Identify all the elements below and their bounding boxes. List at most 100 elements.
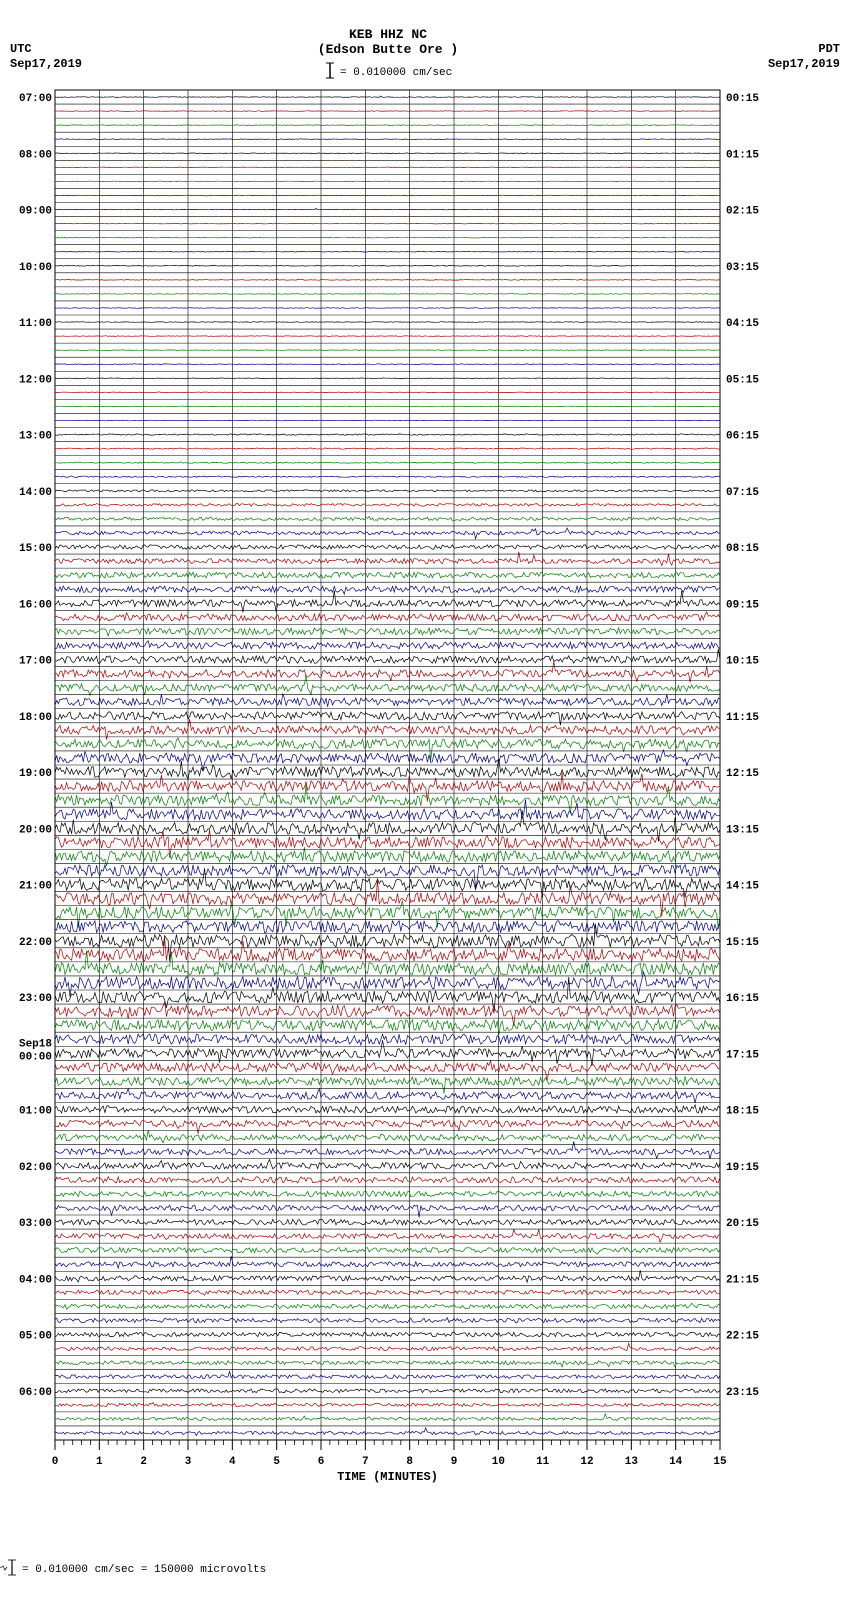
- left-time-label: 02:00: [19, 1162, 52, 1174]
- trace-row-72: [55, 1105, 720, 1113]
- trace-row-77: [55, 1177, 720, 1183]
- trace-row-8: [55, 209, 720, 210]
- trace-row-92: [55, 1389, 720, 1393]
- svg-text:Sep18: Sep18: [19, 1038, 52, 1050]
- svg-text:Sep17,2019: Sep17,2019: [768, 57, 840, 71]
- left-time-label: 11:00: [19, 318, 52, 330]
- trace-row-78: [55, 1191, 720, 1197]
- left-time-label: 04:00: [19, 1274, 52, 1286]
- right-time-label: 21:15: [726, 1274, 759, 1286]
- trace-row-91: [55, 1372, 720, 1379]
- trace-row-23: [55, 420, 720, 421]
- right-time-label: 03:15: [726, 262, 759, 274]
- right-time-label: 14:15: [726, 881, 759, 893]
- trace-row-35: [55, 586, 720, 594]
- trace-row-11: [55, 251, 720, 252]
- trace-row-29: [55, 504, 720, 507]
- trace-row-73: [55, 1120, 720, 1134]
- trace-row-26: [55, 462, 720, 464]
- left-time-label: 21:00: [19, 881, 52, 893]
- trace-row-21: [55, 392, 720, 393]
- right-time-label: 19:15: [726, 1162, 759, 1174]
- trace-row-31: [55, 528, 720, 539]
- svg-text:00:00: 00:00: [19, 1051, 52, 1063]
- trace-row-88: [55, 1332, 720, 1337]
- right-time-label: 05:15: [726, 374, 759, 386]
- trace-row-17: [55, 336, 720, 337]
- chart-title-1: KEB HHZ NC: [349, 27, 427, 42]
- svg-text:2: 2: [140, 1456, 147, 1468]
- trace-row-51: [55, 800, 720, 820]
- right-time-label: 07:15: [726, 487, 759, 499]
- right-time-label: 22:15: [726, 1331, 759, 1343]
- svg-text:5: 5: [273, 1456, 280, 1468]
- scale-marker-label: = 0.010000 cm/sec: [340, 67, 452, 79]
- seismic-traces: [55, 96, 720, 1436]
- right-time-label: 11:15: [726, 712, 759, 724]
- trace-row-81: [55, 1229, 720, 1242]
- trace-row-89: [55, 1343, 720, 1350]
- trace-row-93: [55, 1403, 720, 1407]
- trace-row-9: [55, 223, 720, 224]
- trace-row-5: [55, 167, 720, 168]
- svg-text:10: 10: [492, 1456, 505, 1468]
- trace-row-38: [55, 628, 720, 636]
- trace-row-55: [55, 865, 720, 888]
- svg-text:3: 3: [185, 1456, 192, 1468]
- left-time-label: 13:00: [19, 431, 52, 443]
- left-time-label: 01:00: [19, 1106, 52, 1118]
- trace-row-90: [55, 1361, 720, 1367]
- svg-text:14: 14: [669, 1456, 683, 1468]
- trace-row-84: [55, 1270, 720, 1282]
- svg-text:13: 13: [625, 1456, 639, 1468]
- trace-row-56: [55, 868, 720, 898]
- trace-row-79: [55, 1205, 720, 1218]
- left-time-label: 05:00: [19, 1331, 52, 1343]
- right-time-label: 04:15: [726, 318, 759, 330]
- left-time-label: 06:00: [19, 1387, 52, 1399]
- right-time-label: 08:15: [726, 543, 759, 555]
- left-time-label: 23:00: [19, 993, 52, 1005]
- left-time-label: 16:00: [19, 599, 52, 611]
- svg-text:Sep17,2019: Sep17,2019: [10, 57, 82, 71]
- trace-row-18: [55, 350, 720, 351]
- left-time-label: 15:00: [19, 543, 52, 555]
- seismogram-chart: KEB HHZ NC(Edson Butte Ore )= 0.010000 c…: [0, 0, 850, 1613]
- trace-row-40: [55, 649, 720, 664]
- trace-row-28: [55, 490, 720, 492]
- trace-row-16: [55, 322, 720, 323]
- trace-row-7: [55, 195, 720, 196]
- left-time-label: 14:00: [19, 487, 52, 499]
- trace-row-57: [55, 879, 720, 916]
- trace-row-62: [55, 951, 720, 976]
- right-time-label: 23:15: [726, 1387, 759, 1399]
- right-time-label: 10:15: [726, 656, 759, 668]
- svg-text:15: 15: [713, 1456, 727, 1468]
- trace-row-15: [55, 308, 720, 309]
- trace-row-71: [55, 1089, 720, 1103]
- left-time-label: 03:00: [19, 1218, 52, 1230]
- left-time-label: 17:00: [19, 656, 52, 668]
- trace-row-68: [55, 1040, 720, 1066]
- trace-row-39: [55, 641, 720, 649]
- svg-text:UTC: UTC: [10, 42, 32, 56]
- svg-text:1: 1: [96, 1456, 103, 1468]
- trace-row-83: [55, 1256, 720, 1268]
- trace-row-2: [55, 125, 720, 126]
- right-time-label: 06:15: [726, 431, 759, 443]
- right-time-label: 13:15: [726, 824, 759, 836]
- left-time-label: 10:00: [19, 262, 52, 274]
- right-time-label: 20:15: [726, 1218, 759, 1230]
- trace-row-41: [55, 662, 720, 683]
- trace-row-27: [55, 476, 720, 478]
- svg-text:11: 11: [536, 1456, 550, 1468]
- trace-row-42: [55, 674, 720, 695]
- trace-row-87: [55, 1318, 720, 1323]
- trace-row-94: [55, 1414, 720, 1421]
- left-time-label: 19:00: [19, 768, 52, 780]
- right-time-label: 09:15: [726, 599, 759, 611]
- footer-calibration: = 0.010000 cm/sec = 150000 microvolts: [22, 1564, 266, 1576]
- trace-row-70: [55, 1076, 720, 1093]
- right-time-label: 16:15: [726, 993, 759, 1005]
- left-time-label: 07:00: [19, 93, 52, 105]
